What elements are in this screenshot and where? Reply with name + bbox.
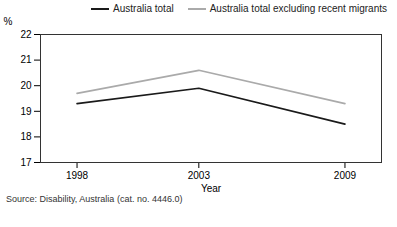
html-text:Australia total: Australia total [113,3,174,14]
html-text:Source: Disability, Australia: Source: Disability, Australia (cat. no. … [6,194,183,204]
html-text:Australia total excluding rece: Australia total excluding recent migrant… [209,3,387,14]
svg-text:Year: Year [201,183,222,194]
svg-text:20: 20 [20,80,32,91]
svg-text:1998: 1998 [66,170,89,181]
svg-text:19: 19 [20,106,32,117]
svg-text:%: % [4,16,13,27]
svg-text:18: 18 [20,131,32,142]
svg-text:17: 17 [20,157,32,168]
svg-text:21: 21 [20,54,32,65]
svg-text:2009: 2009 [334,170,357,181]
svg-text:2003: 2003 [188,170,211,181]
svg-text:22: 22 [20,29,32,40]
